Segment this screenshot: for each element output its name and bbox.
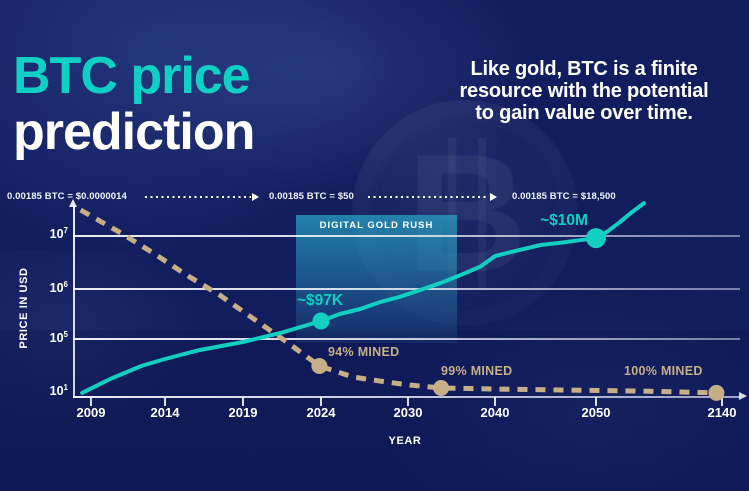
btc-price-line: [80, 201, 646, 395]
y-tick-exponent: 7: [63, 225, 68, 235]
y-axis-arrow-icon: [69, 199, 77, 207]
x-axis-tick-label: 2050: [581, 405, 611, 420]
y-tick-exponent: 5: [63, 329, 68, 339]
arrow-right-icon: [252, 193, 259, 201]
mined-supply-line: [79, 207, 717, 396]
price-annotation-2024: ~$97K: [296, 292, 344, 309]
y-axis-tick-label: 107: [49, 225, 68, 241]
arrow-right-icon: [490, 193, 497, 201]
mined-marker-dot: [708, 384, 725, 401]
y-tick-base: 10: [49, 227, 64, 241]
page-title: BTC price prediction: [13, 47, 255, 161]
price-annotation-2050: ~$10M: [540, 212, 588, 229]
tagline-line-1: Like gold, BTC is a finite: [470, 58, 698, 80]
conversion-connector: [368, 196, 488, 198]
conversion-label-now: 0.00185 BTC = $18,500: [512, 191, 616, 202]
mined-marker-dot: [311, 358, 328, 374]
y-tick-exponent: 1: [63, 382, 68, 392]
title-line-1: BTC price: [13, 47, 251, 105]
x-axis-tick-label: 2030: [393, 405, 423, 420]
digital-gold-rush-label: DIGITAL GOLD RUSH: [319, 220, 434, 231]
y-axis-tick-label: 101: [49, 382, 68, 398]
price-marker-dot: [586, 228, 606, 249]
price-marker-dot: [312, 312, 330, 330]
x-axis-line: [73, 396, 740, 398]
x-axis-tick-label: 2014: [150, 405, 180, 420]
x-axis-tick-label: 2024: [306, 405, 336, 420]
x-axis-tick-label: 2019: [228, 405, 258, 420]
y-tick-base: 10: [49, 281, 64, 295]
title-line-2: prediction: [13, 103, 255, 161]
tagline-line-2: resource with the potential: [459, 80, 709, 102]
x-axis-tick-label: 2140: [707, 405, 737, 420]
y-tick-base: 10: [49, 331, 64, 345]
conversion-label-past: 0.00185 BTC = $0.0000014: [7, 191, 127, 202]
y-axis-line: [73, 206, 75, 397]
x-axis-tick-label: 2009: [76, 405, 106, 420]
tagline: Like gold, BTC is a finite resource with…: [418, 58, 749, 124]
gridline: [73, 235, 740, 237]
y-axis-tick-label: 106: [49, 279, 68, 295]
x-axis-tick-mark: [90, 397, 92, 406]
conversion-connector: [145, 196, 251, 198]
mined-marker-dot: [433, 380, 450, 396]
conversion-label-mid: 0.00185 BTC = $50: [269, 191, 354, 202]
x-axis-tick-mark: [242, 397, 244, 406]
x-axis-tick-mark: [721, 397, 723, 406]
mined-annotation-100: 100% MINED: [624, 364, 703, 378]
x-axis-tick-mark: [164, 397, 166, 406]
x-axis-tick-label: 2040: [480, 405, 510, 420]
gridline: [73, 338, 740, 340]
bitcoin-b-stroke: [478, 138, 486, 288]
background-glow: [120, 0, 540, 200]
bitcoin-b-stroke: [448, 138, 456, 288]
x-axis-tick-mark: [320, 397, 322, 406]
y-axis-tick-label: 105: [49, 329, 68, 345]
y-tick-base: 10: [49, 384, 64, 398]
x-axis-tick-mark: [494, 397, 496, 406]
y-tick-exponent: 6: [63, 279, 68, 289]
x-axis-arrow-icon: [739, 392, 747, 400]
mined-annotation-94: 94% MINED: [328, 345, 400, 359]
x-axis-title: YEAR: [388, 435, 422, 447]
x-axis-tick-mark: [407, 397, 409, 406]
x-axis-tick-mark: [595, 397, 597, 406]
mined-annotation-99: 99% MINED: [441, 364, 513, 378]
tagline-line-3: to gain value over time.: [475, 102, 693, 124]
background-gradient: [0, 330, 749, 491]
gridline: [73, 288, 740, 290]
